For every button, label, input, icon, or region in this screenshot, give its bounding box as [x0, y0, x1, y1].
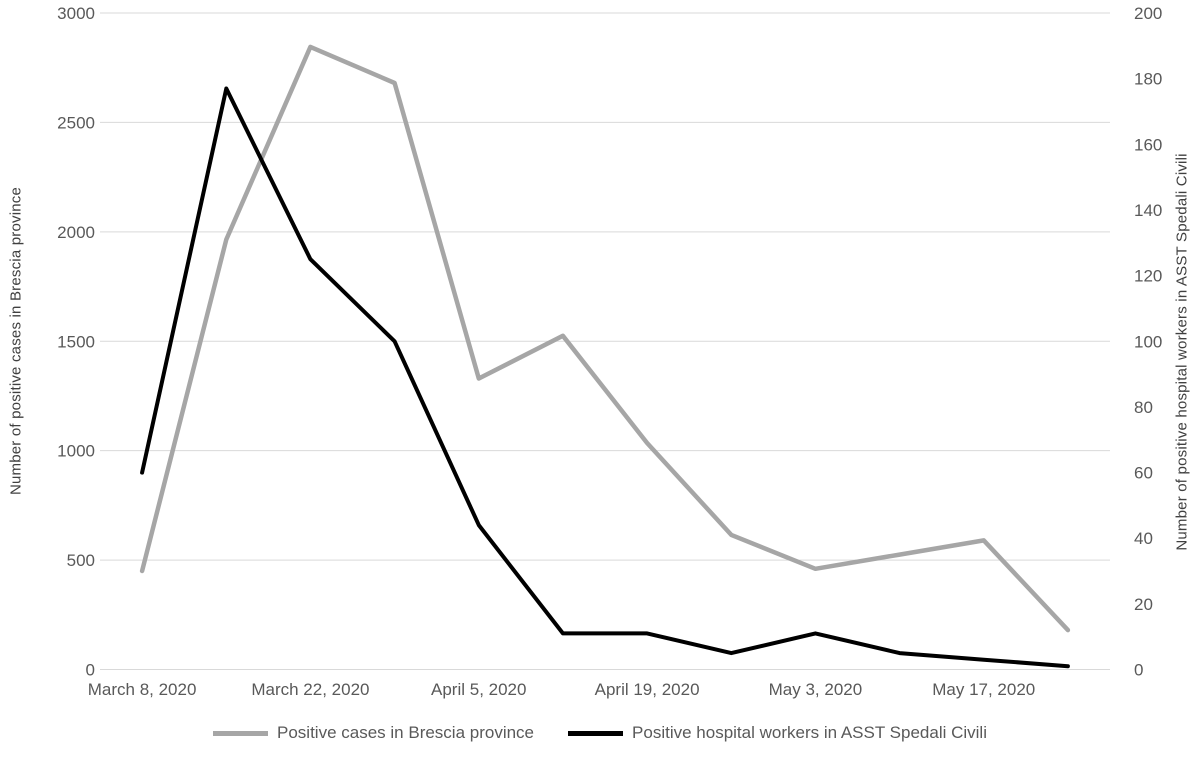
legend-label-hospital-workers: Positive hospital workers in ASST Spedal…	[632, 723, 987, 742]
gray-line-swatch-icon	[213, 730, 269, 736]
black-line-swatch-icon	[568, 730, 624, 736]
right-axis-tick-label: 80	[1134, 398, 1153, 417]
x-axis-tick-label: April 5, 2020	[431, 680, 526, 699]
legend-item-brescia-cases: Positive cases in Brescia province	[213, 723, 534, 743]
right-axis-tick-label: 20	[1134, 595, 1153, 614]
right-axis-tick-label: 200	[1134, 4, 1162, 23]
left-axis-tick-label: 1500	[57, 332, 95, 351]
series-line-0	[139, 44, 1071, 633]
right-axis-tick-label: 120	[1134, 267, 1162, 286]
right-axis-tick-label: 100	[1134, 332, 1162, 351]
left-axis-tick-label: 500	[67, 551, 95, 570]
legend: Positive cases in Brescia province Posit…	[0, 723, 1200, 743]
left-axis-tick-label: 2000	[57, 223, 95, 242]
right-axis-tick-label: 60	[1134, 464, 1153, 483]
x-axis-tick-label: March 8, 2020	[88, 680, 197, 699]
left-axis-tick-label: 3000	[57, 4, 95, 23]
left-axis-title: Number of positive cases in Brescia prov…	[7, 186, 25, 496]
right-axis-tick-label: 0	[1134, 661, 1143, 680]
series-line-1	[140, 86, 1070, 669]
legend-label-brescia-cases: Positive cases in Brescia province	[277, 723, 535, 742]
left-axis-tick-label: 1000	[57, 442, 95, 461]
x-axis-tick-label: March 22, 2020	[251, 680, 369, 699]
left-axis-tick-label: 2500	[57, 113, 95, 132]
right-axis-title: Number of positive hospital workers in A…	[1173, 153, 1191, 551]
legend-item-hospital-workers: Positive hospital workers in ASST Spedal…	[568, 723, 987, 743]
right-axis-tick-label: 160	[1134, 135, 1162, 154]
right-axis-tick-label: 180	[1134, 70, 1162, 89]
right-axis-tick-label: 140	[1134, 201, 1162, 220]
x-axis-tick-label: April 19, 2020	[595, 680, 700, 699]
x-axis-tick-label: May 17, 2020	[932, 680, 1035, 699]
left-axis-tick-label: 0	[86, 661, 95, 680]
x-axis-tick-label: May 3, 2020	[769, 680, 863, 699]
right-axis-tick-label: 40	[1134, 529, 1153, 548]
